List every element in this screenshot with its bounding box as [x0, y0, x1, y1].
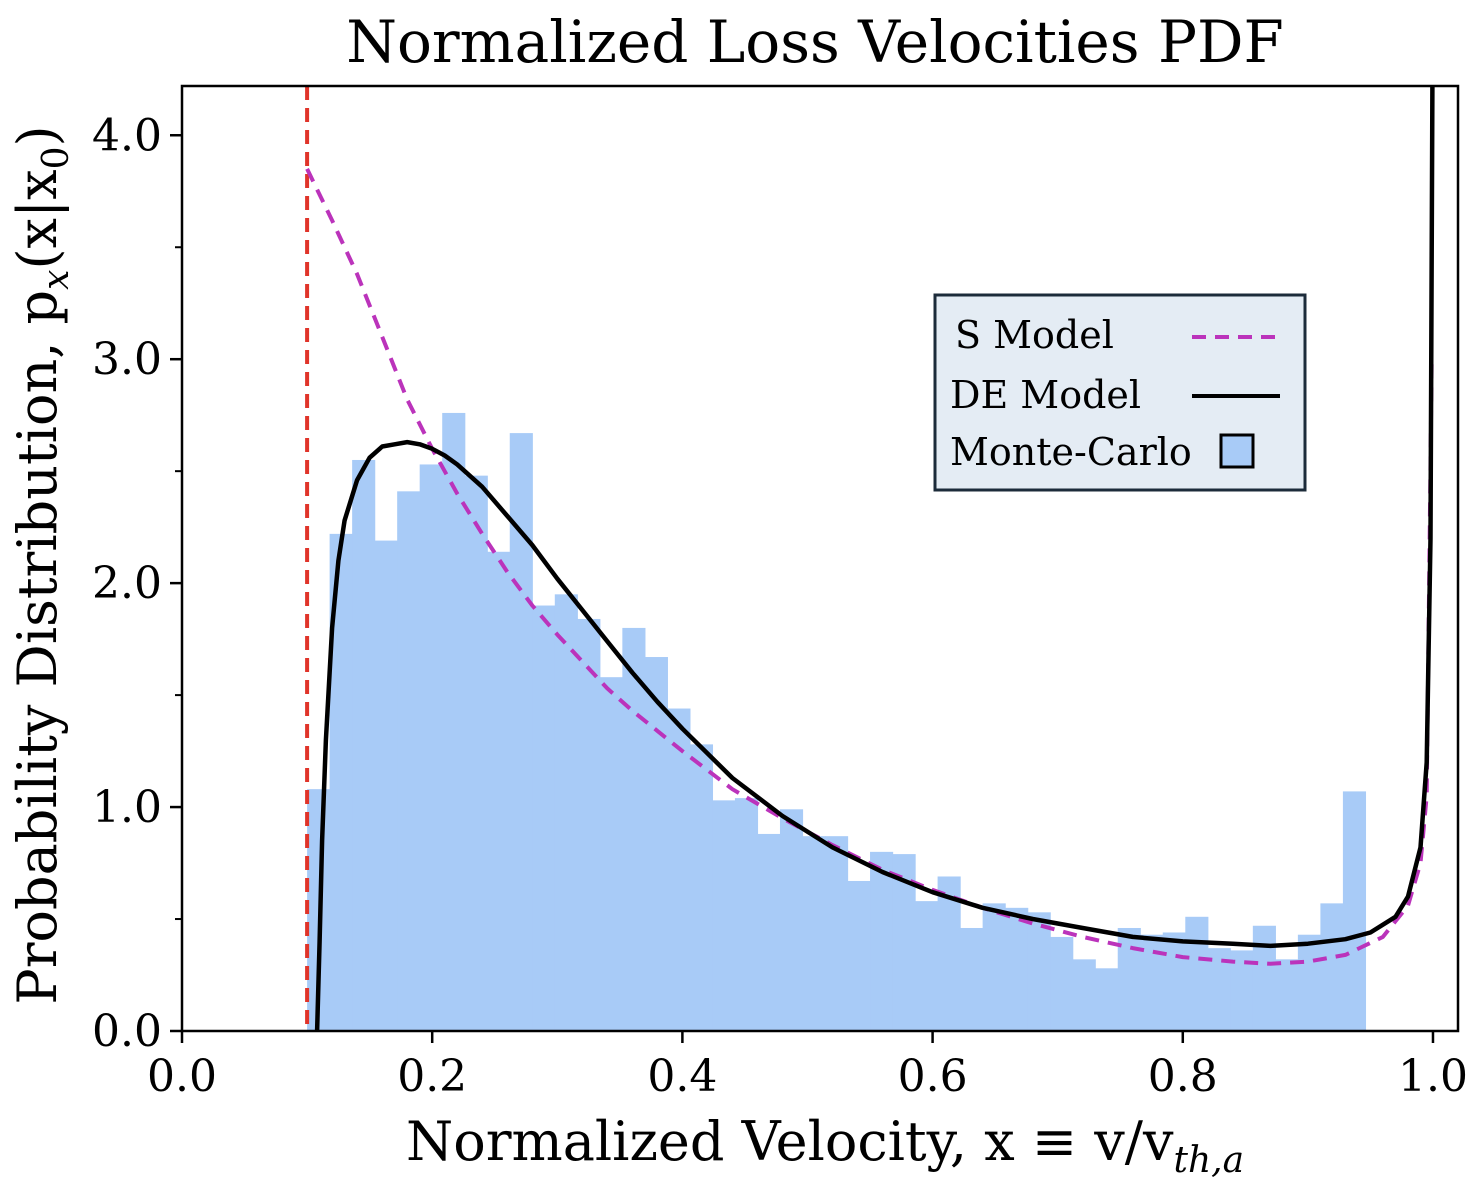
- y-axis-label-close: ): [6, 125, 69, 146]
- histogram-bar: [1072, 959, 1096, 1031]
- histogram-bar: [1252, 925, 1276, 1031]
- histogram-bar: [1342, 791, 1367, 1031]
- histogram-bar: [1185, 916, 1209, 1031]
- histogram-bar: [757, 833, 781, 1031]
- histogram-bar: [1162, 932, 1186, 1031]
- x-tick-label: 0.4: [647, 1051, 717, 1102]
- histogram-bar: [1207, 948, 1231, 1031]
- histogram-bar: [734, 798, 759, 1031]
- histogram-bar: [915, 901, 939, 1031]
- histogram-bar: [1005, 907, 1029, 1031]
- histogram-bar: [329, 533, 353, 1031]
- histogram-bar: [1140, 934, 1164, 1031]
- plot-area: [305, 85, 1435, 1032]
- x-tick-label: 0.8: [1148, 1051, 1218, 1102]
- histogram-bar: [644, 657, 668, 1031]
- histogram-bars: [307, 412, 1367, 1032]
- histogram-bar: [802, 836, 826, 1031]
- histogram-bar: [667, 708, 691, 1031]
- histogram-bar: [779, 809, 804, 1031]
- histogram-bar: [1275, 959, 1299, 1031]
- y-tick-label: 3.0: [92, 334, 162, 385]
- histogram-bar: [464, 475, 488, 1032]
- histogram-bar: [937, 876, 961, 1031]
- x-axis-label-main: Normalized Velocity, x ≡ v/v: [406, 1110, 1174, 1173]
- histogram-bar: [847, 880, 871, 1031]
- histogram-bar: [689, 744, 714, 1031]
- de-model-curve: [314, 85, 1435, 1032]
- model-curves: [305, 85, 1435, 1032]
- histogram-bar: [532, 605, 556, 1031]
- histogram-bar: [577, 618, 601, 1031]
- histogram-bar: [554, 594, 578, 1031]
- histogram-bar: [374, 540, 398, 1031]
- histogram-bar: [982, 903, 1006, 1031]
- y-tick-label: 4.0: [92, 110, 162, 161]
- histogram-bar: [1027, 912, 1051, 1031]
- y-axis-label-main: Probability Distribution, p: [6, 290, 69, 1005]
- histogram-bar: [397, 491, 421, 1031]
- histogram-bar: [442, 412, 466, 1031]
- y-axis-label-tail: (x|x: [6, 169, 69, 269]
- y-axis-ticks: 0.0 1.0 2.0 3.0 4.0: [92, 110, 182, 1057]
- y-tick-label: 2.0: [92, 558, 162, 609]
- histogram-bar: [1050, 936, 1074, 1031]
- x-tick-label: 0.2: [397, 1051, 467, 1102]
- y-tick-label: 0.0: [92, 1006, 162, 1057]
- plot-frame: [180, 84, 1460, 1033]
- legend-label-de-model: DE Model: [950, 373, 1141, 417]
- histogram-bar: [870, 851, 894, 1031]
- y-axis-label: Probability Distribution, px(x|x0): [6, 125, 77, 1004]
- legend-label-monte-carlo: Monte-Carlo: [950, 430, 1192, 474]
- x-axis-ticks: 0.0 0.2 0.4 0.6 0.8 1.0: [147, 1031, 1468, 1102]
- chart-title: Normalized Loss Velocities PDF: [346, 8, 1283, 76]
- s-model-curve: [305, 168, 1434, 966]
- histogram-bar: [1230, 950, 1254, 1031]
- histogram-bar: [352, 459, 376, 1031]
- x-tick-label: 0.6: [898, 1051, 968, 1102]
- legend-label-s-model: S Model: [955, 313, 1114, 357]
- x-axis-label-subscript: th,a: [1174, 1140, 1245, 1181]
- histogram-bar: [1117, 927, 1141, 1031]
- histogram-bar: [1297, 934, 1321, 1031]
- histogram-bar: [892, 854, 916, 1031]
- histogram-bar: [825, 836, 849, 1031]
- histogram-bar: [1320, 903, 1344, 1031]
- y-axis-label-tail-subscript: 0: [36, 146, 77, 169]
- y-axis-label-subscript: x: [36, 270, 77, 290]
- histogram-bar: [622, 627, 646, 1031]
- histogram-bar: [960, 927, 984, 1031]
- x-axis-label: Normalized Velocity, x ≡ v/vth,a: [406, 1110, 1244, 1181]
- y-tick-label: 1.0: [92, 782, 162, 833]
- histogram-bar: [487, 551, 511, 1031]
- histogram-bar: [1095, 968, 1119, 1031]
- histogram-bar: [712, 800, 736, 1031]
- x-tick-label: 0.0: [147, 1051, 217, 1102]
- x-tick-label: 1.0: [1398, 1051, 1468, 1102]
- histogram-bar: [419, 464, 443, 1031]
- histogram-bar: [599, 677, 623, 1031]
- legend: S Model DE Model Monte-Carlo: [933, 293, 1307, 492]
- legend-swatch-monte-carlo: [1219, 433, 1255, 469]
